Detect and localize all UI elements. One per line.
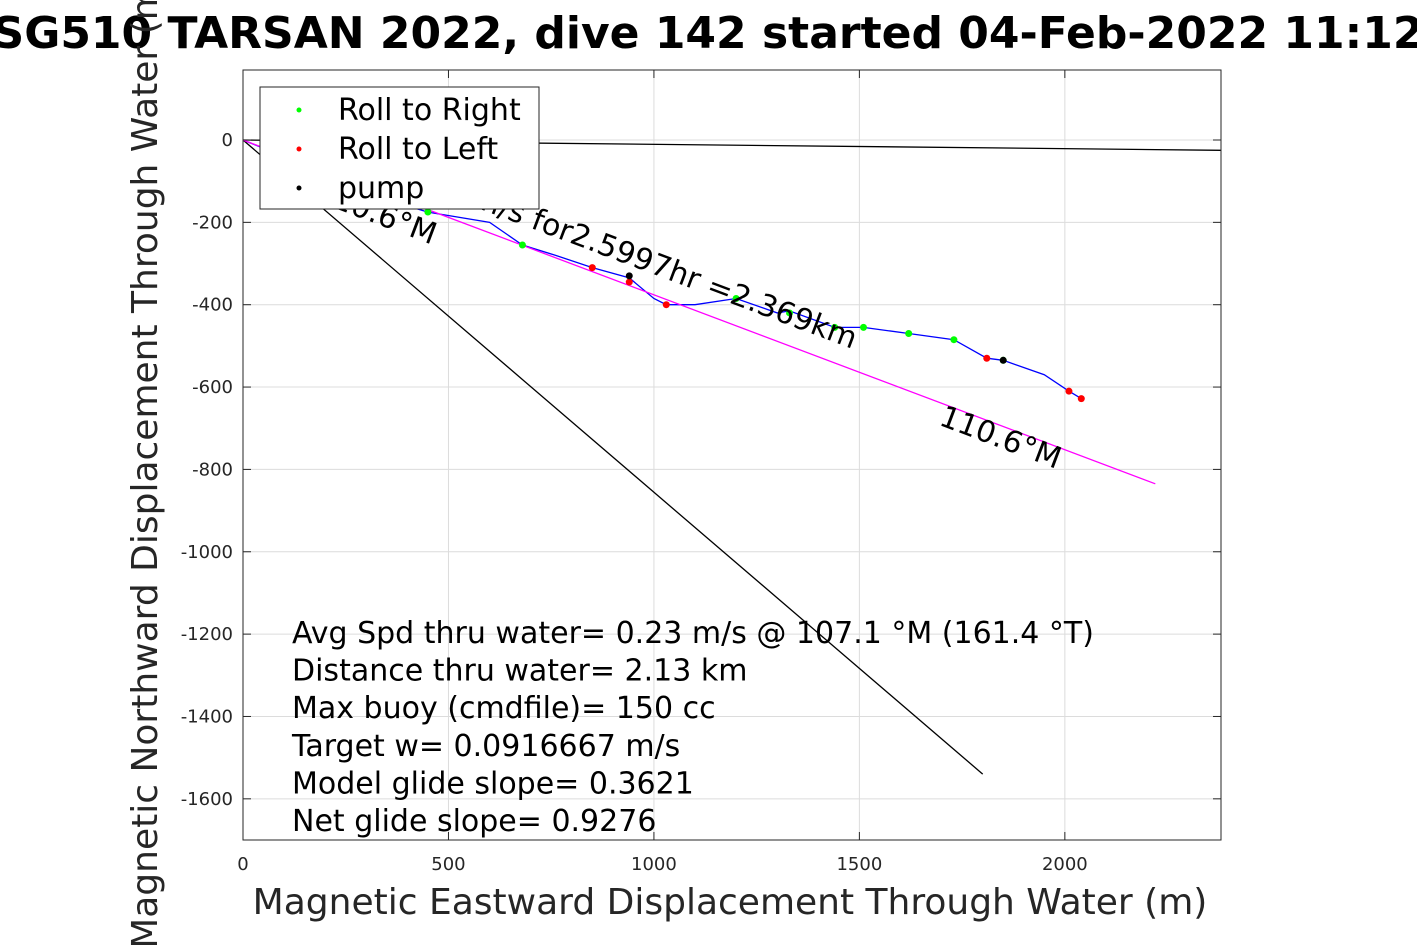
legend-marker bbox=[296, 146, 302, 152]
legend-marker bbox=[296, 185, 302, 191]
y-tick-label: -1000 bbox=[181, 542, 233, 563]
stats-line: Net glide slope= 0.9276 bbox=[292, 804, 656, 839]
chart-title: SG510 TARSAN 2022, dive 142 started 04-F… bbox=[0, 8, 1417, 59]
data-markers bbox=[424, 208, 1085, 403]
marker-roll_left bbox=[625, 278, 633, 286]
y-tick-label: -200 bbox=[192, 212, 233, 233]
stats-line: Avg Spd thru water= 0.23 m/s @ 107.1 °M … bbox=[292, 616, 1094, 651]
marker-roll_right bbox=[732, 295, 740, 303]
marker-roll_right bbox=[859, 323, 867, 331]
stats-line: Max buoy (cmdfile)= 150 cc bbox=[292, 691, 716, 726]
y-tick-label: -800 bbox=[192, 459, 233, 480]
y-tick-label: -1400 bbox=[181, 706, 233, 727]
y-tick-label: -1200 bbox=[181, 624, 233, 645]
x-tick-label: 0 bbox=[237, 854, 248, 875]
plot-frame bbox=[242, 69, 1222, 841]
stats-textbox: Avg Spd thru water= 0.23 m/s @ 107.1 °M … bbox=[291, 616, 1094, 839]
marker-pump bbox=[999, 356, 1007, 364]
legend-marker bbox=[296, 107, 302, 113]
stats-line: Target w= 0.0916667 m/s bbox=[291, 729, 680, 764]
stats-line: Distance thru water= 2.13 km bbox=[292, 654, 747, 689]
y-tick-label: -400 bbox=[192, 295, 233, 316]
marker-roll_right bbox=[786, 309, 794, 317]
x-tick-label: 2000 bbox=[1042, 854, 1088, 875]
marker-roll_left bbox=[588, 264, 596, 272]
legend-label: Roll to Left bbox=[338, 132, 498, 167]
marker-roll_left bbox=[1077, 395, 1085, 403]
x-tick-label: 500 bbox=[431, 854, 465, 875]
axis-ticks: 0 500 1000 1500 2000 0 -200 -400 -600 -800 -1000 -1… bbox=[181, 70, 1221, 875]
y-axis-label: Magnetic Northward Displacement Through … bbox=[125, 0, 166, 945]
marker-roll_right bbox=[905, 330, 913, 338]
y-tick-label: -1600 bbox=[181, 789, 233, 810]
marker-roll_left bbox=[1065, 387, 1073, 395]
marker-roll_right bbox=[831, 323, 839, 331]
legend-box bbox=[259, 86, 540, 210]
marker-roll_left bbox=[662, 301, 670, 309]
marker-pump bbox=[625, 272, 633, 280]
legend-label: pump bbox=[338, 171, 424, 206]
y-tick-label: 0 bbox=[222, 130, 233, 151]
legend: Roll to Right Roll to Left pump bbox=[259, 86, 540, 210]
marker-roll_left bbox=[983, 354, 991, 362]
legend-label: Roll to Right bbox=[338, 93, 521, 128]
x-tick-label: 1000 bbox=[631, 854, 677, 875]
stats-line: Model glide slope= 0.3621 bbox=[292, 766, 694, 801]
x-axis-label: Magnetic Eastward Displacement Through W… bbox=[253, 882, 1208, 923]
marker-roll_right bbox=[950, 336, 958, 344]
x-tick-label: 1500 bbox=[836, 854, 882, 875]
marker-roll_right bbox=[518, 241, 526, 249]
y-tick-label: -600 bbox=[192, 377, 233, 398]
marker-roll_right bbox=[424, 208, 432, 216]
series-line-line-2 bbox=[243, 139, 984, 775]
